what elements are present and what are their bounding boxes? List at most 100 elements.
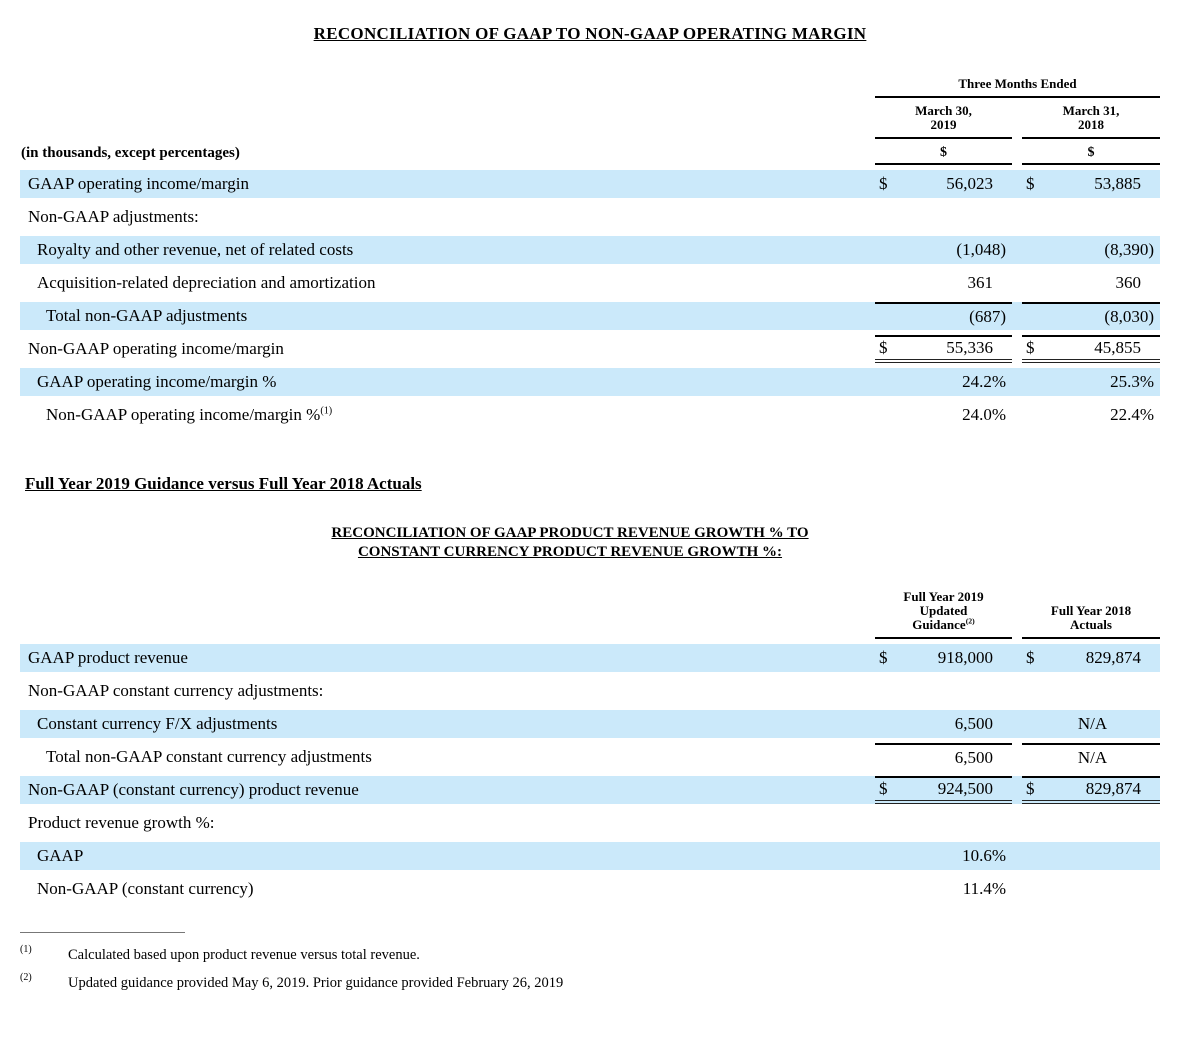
section-heading: Full Year 2019 Guidance versus Full Year… xyxy=(25,474,422,493)
footnote-marker: (2) xyxy=(20,972,32,983)
value-text: 829,874 xyxy=(1085,779,1141,798)
row-value: N/A xyxy=(1022,743,1160,771)
value-text: 24.0% xyxy=(962,405,1006,424)
column-gap xyxy=(1012,875,1022,903)
row-label: Non-GAAP adjustments: xyxy=(28,207,199,226)
table2-title: RECONCILIATION OF GAAP PRODUCT REVENUE G… xyxy=(20,524,1120,562)
row-value: 10.6% xyxy=(875,842,1012,870)
col-header-fy2019-guidance: Full Year 2019 Updated Guidance(2) xyxy=(875,589,1012,639)
value-text: 45,855 xyxy=(1094,338,1141,357)
value-text: 918,000 xyxy=(937,648,993,667)
table-body: GAAP product revenue $918,000 $829,874 Non-… xyxy=(20,644,1160,903)
row-label: Acquisition-related depreciation and amo… xyxy=(37,273,376,292)
value-text: N/A xyxy=(1077,714,1108,733)
row-value: $55,336 xyxy=(875,335,1012,363)
column-gap xyxy=(1012,401,1022,429)
currency-symbol: $ xyxy=(879,779,888,798)
value-text: 25.3% xyxy=(1110,372,1154,391)
value-text: 22.4% xyxy=(1110,405,1154,424)
row-value xyxy=(1022,842,1160,870)
row-value xyxy=(1022,203,1160,231)
table-row: Acquisition-related depreciation and amo… xyxy=(20,269,1160,297)
table-row: Non-GAAP (constant currency) 11.4% xyxy=(20,875,1160,903)
table-row: Non-GAAP operating income/margin $55,336 $… xyxy=(20,335,1160,363)
table-body: GAAP operating income/margin $56,023 $53,8… xyxy=(20,170,1160,429)
row-value: $56,023 xyxy=(875,170,1012,198)
row-value: 360 xyxy=(1022,269,1160,297)
value-text: (687) xyxy=(969,307,1006,326)
value-text: 6,500 xyxy=(954,714,993,733)
table-row: Product revenue growth %: xyxy=(20,809,1160,837)
table-row: GAAP 10.6% xyxy=(20,842,1160,870)
row-label: Total non-GAAP adjustments xyxy=(20,302,875,330)
product-revenue-growth-table: Full Year 2019 Updated Guidance(2) Full Ye… xyxy=(20,584,1160,908)
row-label: Non-GAAP operating income/margin xyxy=(28,339,284,358)
value-text: 10.6% xyxy=(962,846,1006,865)
value-text: (8,030) xyxy=(1104,307,1154,326)
footnotes: (1) Calculated based upon product revenu… xyxy=(20,932,1160,992)
table-row: Royalty and other revenue, net of relate… xyxy=(20,236,1160,264)
column-header-row: Full Year 2019 Updated Guidance(2) Full Ye… xyxy=(20,589,1160,639)
table-row: GAAP operating income/margin $56,023 $53,8… xyxy=(20,170,1160,198)
column-header-row: March 30, 2019 March 31, 2018 xyxy=(20,103,1160,139)
row-label: Constant currency F/X adjustments xyxy=(20,710,875,738)
row-label: Non-GAAP (constant currency) xyxy=(37,879,254,898)
value-text: N/A xyxy=(1077,748,1108,767)
currency-symbol: $ xyxy=(1026,779,1035,798)
footnote-text: Updated guidance provided May 6, 2019. P… xyxy=(68,975,564,991)
currency-symbol: $ xyxy=(1026,648,1035,667)
row-value: 6,500 xyxy=(875,710,1012,738)
value-text: 24.2% xyxy=(962,372,1006,391)
row-value: $924,500 xyxy=(875,776,1012,804)
currency-header-row: (in thousands, except percentages) $ $ xyxy=(20,144,1160,165)
column-gap xyxy=(1012,103,1022,139)
row-label: Royalty and other revenue, net of relate… xyxy=(20,236,875,264)
value-text: 55,336 xyxy=(946,338,993,357)
column-gap xyxy=(1012,269,1022,297)
column-gap xyxy=(1012,776,1022,804)
table-row: GAAP operating income/margin % 24.2% 25.3% xyxy=(20,368,1160,396)
row-value: $53,885 xyxy=(1022,170,1160,198)
table-row: Non-GAAP adjustments: xyxy=(20,203,1160,231)
row-value xyxy=(875,809,1012,837)
column-gap xyxy=(1012,335,1022,363)
row-value: 25.3% xyxy=(1022,368,1160,396)
column-gap xyxy=(1012,589,1022,639)
value-text: 53,885 xyxy=(1094,174,1141,193)
value-text: (8,390) xyxy=(1104,240,1154,259)
units-note: (in thousands, except percentages) xyxy=(21,145,240,161)
value-text: 361 xyxy=(967,273,994,292)
column-gap xyxy=(1012,144,1022,165)
table-row: Constant currency F/X adjustments 6,500 N/… xyxy=(20,710,1160,738)
table-row: Non-GAAP operating income/margin %(1) 24.… xyxy=(20,401,1160,429)
doc-title: RECONCILIATION OF GAAP TO NON-GAAP OPERA… xyxy=(313,24,867,43)
col-header-march-30-2019: March 30, 2019 xyxy=(875,103,1012,139)
currency-symbol-header: $ xyxy=(1022,144,1160,165)
column-gap xyxy=(1012,842,1022,870)
value-text: 829,874 xyxy=(1085,648,1141,667)
value-text: 360 xyxy=(1115,273,1142,292)
row-value: 24.2% xyxy=(875,368,1012,396)
row-value: 361 xyxy=(875,269,1012,297)
currency-symbol: $ xyxy=(1026,338,1035,357)
row-value xyxy=(1022,677,1160,705)
column-gap xyxy=(1012,368,1022,396)
row-value: (8,390) xyxy=(1022,236,1160,264)
row-label: Non-GAAP operating income/margin %(1) xyxy=(46,405,333,424)
row-value: 22.4% xyxy=(1022,401,1160,429)
column-gap xyxy=(1012,302,1022,330)
column-gap xyxy=(1012,677,1022,705)
footnote-divider xyxy=(20,932,185,933)
row-value: 11.4% xyxy=(875,875,1012,903)
row-value xyxy=(1022,809,1160,837)
group-header-row: Three Months Ended xyxy=(20,75,1160,98)
row-value: N/A xyxy=(1022,710,1160,738)
table-row: GAAP product revenue $918,000 $829,874 xyxy=(20,644,1160,672)
spacer-cell xyxy=(20,75,875,98)
footnote-text: Calculated based upon product revenue ve… xyxy=(68,947,420,963)
row-value: $829,874 xyxy=(1022,644,1160,672)
row-label: GAAP operating income/margin % xyxy=(20,368,875,396)
currency-symbol: $ xyxy=(1026,174,1035,193)
row-value: $45,855 xyxy=(1022,335,1160,363)
